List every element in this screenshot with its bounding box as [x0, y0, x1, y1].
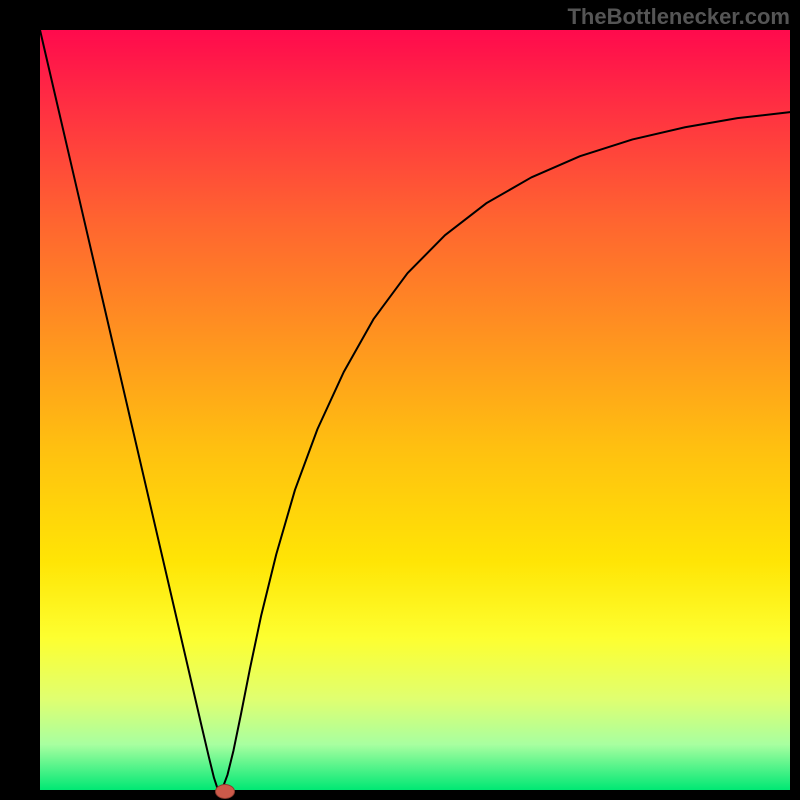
bottleneck-curve [40, 30, 790, 790]
watermark-text: TheBottlenecker.com [567, 4, 790, 30]
chart-svg [0, 0, 800, 800]
chart-container: TheBottlenecker.com [0, 0, 800, 800]
optimal-point-marker [215, 784, 235, 799]
